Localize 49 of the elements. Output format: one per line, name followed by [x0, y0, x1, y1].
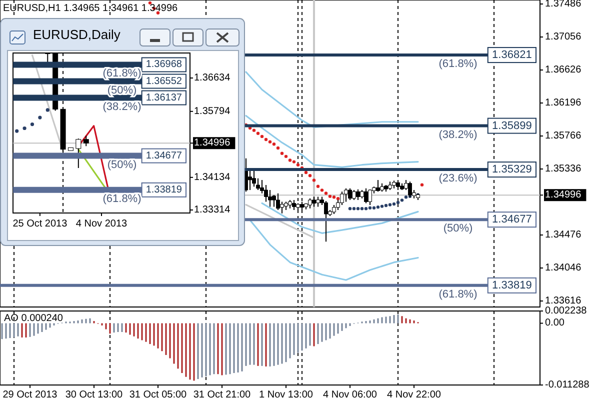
chart-title: EURUSD,Daily — [33, 27, 121, 42]
ref-line-label: 1.36968 — [146, 59, 182, 70]
y-tick-label: 1.33616 — [545, 296, 582, 307]
annotation: (61.8%) — [438, 288, 478, 300]
ref-line-label: 1.35899 — [492, 120, 532, 132]
y-tick-label: 1.34046 — [545, 262, 582, 274]
y-tick-label: 1.34476 — [545, 230, 582, 241]
y-tick-label: 1.34134 — [194, 172, 231, 183]
x-tick-label: 25 Oct 2013 — [12, 218, 68, 230]
annotation: (50%) — [107, 84, 137, 96]
x-tick-label: 31 Oct 21:00 — [193, 390, 252, 400]
x-tick-label: 29 Oct 2013 — [2, 390, 58, 400]
annotation: (61.8%) — [438, 58, 478, 70]
annotation: (23.6%) — [438, 172, 478, 185]
ref-line-label: 1.34677 — [146, 150, 182, 162]
y-tick-label: 1.35336 — [545, 164, 582, 175]
annotation: (61.8%) — [102, 192, 142, 205]
ref-line-label: 1.33819 — [492, 279, 532, 292]
ref-line-label: 1.34677 — [492, 214, 532, 226]
ref-line-label: 1.36821 — [492, 49, 532, 62]
x-tick-label: 4 Nov 06:00 — [323, 390, 378, 400]
annotation: (38.2%) — [438, 128, 478, 141]
x-tick-label: 4 Nov 2013 — [76, 218, 128, 230]
y-tick-label: -0.011288 — [545, 380, 590, 390]
y-tick-label: 1.35766 — [545, 130, 582, 142]
x-tick-label: 1 Nov 13:00 — [259, 390, 314, 400]
chart-title: AO 0.000240 — [4, 313, 64, 324]
x-tick-label: 31 Oct 05:00 — [129, 390, 188, 400]
y-tick-label: 1.36196 — [545, 98, 582, 108]
chart-title: EURUSD,H1 1.34965 1.34961 1.34996 — [3, 3, 178, 14]
y-tick-label: 0.00 — [545, 318, 565, 329]
x-tick-label: 30 Oct 13:00 — [65, 390, 124, 400]
y-tick-label: 1.37056 — [545, 31, 582, 42]
annotation: (50%) — [443, 222, 473, 235]
ref-line-label: 1.35329 — [492, 164, 532, 176]
y-tick-label: 0.002238 — [545, 306, 588, 316]
x-tick-label: 4 Nov 22:00 — [387, 390, 442, 400]
ref-line-label: 1.36552 — [146, 76, 182, 87]
y-tick-label: 1.36626 — [545, 64, 582, 76]
y-tick-label: 1.34996 — [545, 190, 582, 201]
annotation: (50%) — [107, 158, 137, 171]
y-tick-label: 1.33314 — [194, 204, 231, 216]
annotation: (38.2%) — [102, 100, 142, 113]
y-tick-label: 1.35794 — [194, 106, 231, 117]
annotation: (61.8%) — [102, 68, 142, 80]
y-tick-label: 1.34996 — [194, 138, 231, 149]
ref-line-label: 1.36137 — [146, 92, 182, 104]
ref-line-label: 1.33819 — [146, 184, 182, 196]
y-tick-label: 1.36634 — [194, 72, 231, 84]
